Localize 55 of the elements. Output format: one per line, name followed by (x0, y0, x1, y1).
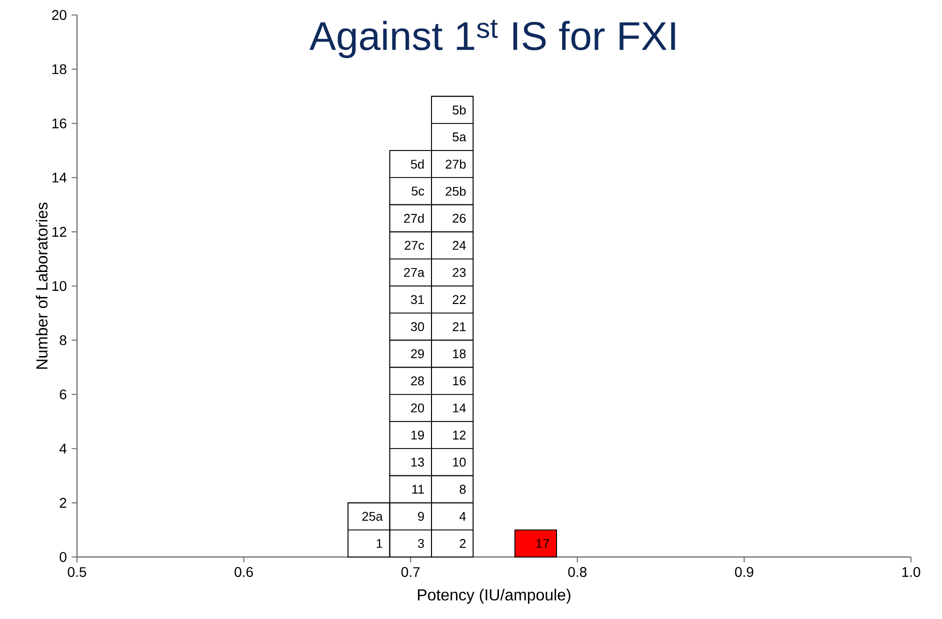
annotation: 20 (411, 403, 424, 412)
annotation: 5a (452, 132, 466, 142)
y-axis-title: Number of Laboratories (36, 202, 48, 369)
y-tick-label: 14 (52, 172, 67, 182)
annotation: 29 (411, 349, 424, 358)
annotation: 21 (452, 322, 466, 332)
y-tick-label: 4 (59, 444, 67, 454)
y-tick-label: 12 (52, 226, 66, 237)
annotation: 13 (411, 458, 424, 467)
annotation: 28 (411, 376, 424, 386)
annotation: 16 (453, 376, 466, 386)
annotation: 24 (452, 240, 466, 250)
x-tick-label: 0.7 (401, 567, 420, 577)
y-tick-label: 6 (60, 389, 66, 400)
annotation: 5d (410, 159, 424, 169)
x-tick-label: 0.9 (735, 567, 754, 577)
y-tick-label: 20 (52, 10, 66, 20)
annotation: 8 (460, 484, 466, 494)
annotation: 3 (418, 538, 424, 548)
annotation: 22 (452, 295, 466, 304)
annotation: 30 (410, 322, 424, 332)
annotation: 11 (412, 484, 424, 494)
annotation: 14 (453, 404, 466, 412)
annotation: 5b (452, 105, 466, 115)
annotation: 9 (418, 512, 424, 521)
annotation: 25a (362, 512, 383, 521)
annotation: 27b (446, 159, 466, 169)
annotation: 19 (411, 430, 424, 440)
annotation: 12 (453, 430, 466, 440)
x-tick-label: 0.8 (568, 567, 587, 577)
annotation: 2 (460, 539, 466, 548)
annotation: 31 (410, 295, 424, 304)
y-tick-label: 0 (60, 552, 66, 562)
annotation: 27d (404, 214, 424, 223)
x-tick-label: 0.6 (234, 567, 253, 577)
annotation: 10 (453, 458, 466, 467)
y-tick-label: 18 (52, 64, 66, 74)
annotation: 23 (452, 268, 466, 277)
y-tick-label: 16 (52, 118, 66, 128)
annotation: 27c (404, 240, 424, 250)
x-tick-label: 0.5 (68, 567, 86, 577)
annotation: 18 (453, 349, 466, 358)
y-tick-label: 10 (52, 281, 66, 291)
y-tick-label: 8 (60, 335, 66, 346)
annotation: 4 (459, 512, 466, 521)
annotation: 1 (376, 539, 382, 548)
annotation: 25b (446, 186, 466, 196)
x-axis-title: Potency (IU/ampoule) (418, 588, 570, 604)
y-tick-label: 2 (60, 498, 66, 508)
x-tick-label: 1.0 (902, 567, 920, 577)
annotation: 26 (452, 214, 466, 223)
chart-title: Against 1$^{st}$ IS for FXI (309, 20, 675, 58)
annotation: 5c (412, 186, 424, 196)
annotation: 27a (404, 268, 425, 277)
annotation: 17 (536, 539, 549, 548)
